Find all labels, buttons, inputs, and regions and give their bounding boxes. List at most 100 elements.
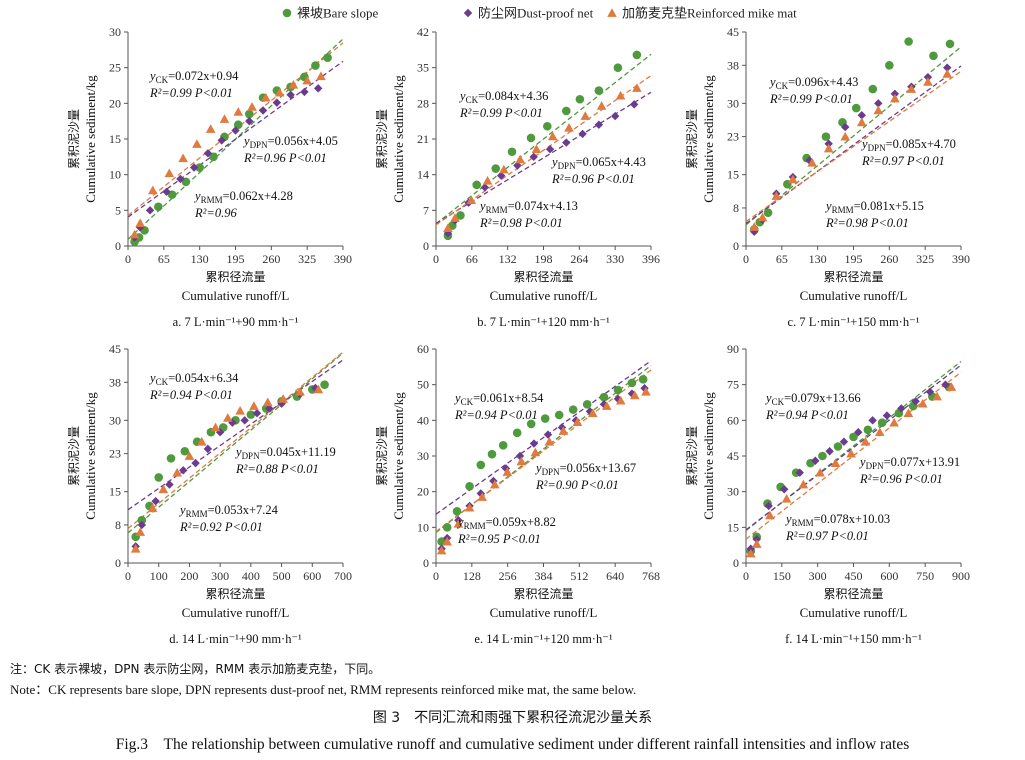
y-tick-label: 10 bbox=[417, 520, 429, 534]
x-tick-label: 390 bbox=[952, 252, 970, 266]
data-point-rmm bbox=[846, 448, 856, 458]
y-tick-label: 0 bbox=[115, 239, 121, 253]
data-point-dpn bbox=[750, 227, 759, 236]
x-tick-label: 195 bbox=[227, 252, 245, 266]
data-point-rmm bbox=[889, 417, 899, 427]
data-point-rmm bbox=[130, 543, 141, 553]
r2-ck: R²=0.94 P<0.01 bbox=[765, 408, 849, 422]
x-tick-label: 66 bbox=[466, 252, 478, 266]
data-point-ck bbox=[137, 515, 147, 525]
data-point-rmm bbox=[184, 451, 195, 460]
x-tick-label: 65 bbox=[158, 252, 170, 266]
legend-marker-rmm bbox=[607, 8, 617, 17]
r2-rmm: R²=0.98 P<0.01 bbox=[479, 216, 563, 230]
data-point-ck bbox=[582, 399, 592, 409]
equation-rmm: yRMM=0.081x+5.15 bbox=[824, 199, 924, 215]
r2-rmm: R²=0.96 bbox=[194, 206, 237, 220]
data-point-ck bbox=[452, 506, 462, 516]
data-point-rmm bbox=[903, 408, 914, 418]
y-tick-label: 30 bbox=[727, 485, 739, 499]
data-point-rmm bbox=[942, 69, 953, 78]
data-point-rmm bbox=[874, 427, 885, 437]
y-axis-title-cn: 累积泥沙量 bbox=[375, 109, 389, 169]
trendline-dpn bbox=[745, 65, 962, 225]
data-point-rmm bbox=[466, 195, 477, 204]
data-point-dpn bbox=[780, 485, 789, 494]
equation-rmm: yRMM=0.062x+4.28 bbox=[193, 189, 293, 205]
data-point-ck bbox=[763, 208, 773, 218]
data-point-rmm bbox=[316, 71, 326, 81]
data-point-ck bbox=[512, 428, 522, 438]
data-point-dpn bbox=[231, 126, 240, 135]
data-point-dpn bbox=[203, 444, 213, 454]
data-point-ck bbox=[154, 202, 163, 212]
data-point-rmm bbox=[129, 229, 140, 239]
data-point-ck bbox=[526, 419, 536, 429]
data-point-rmm bbox=[436, 545, 447, 555]
data-point-ck bbox=[244, 109, 254, 119]
data-point-rmm bbox=[262, 397, 273, 407]
data-point-dpn bbox=[217, 136, 226, 145]
trendline-rmm bbox=[745, 70, 962, 223]
y-tick-label: 23 bbox=[727, 130, 739, 144]
data-point-rmm bbox=[164, 168, 175, 178]
data-point-ck bbox=[526, 133, 536, 143]
y-tick-label: 75 bbox=[727, 378, 739, 392]
equation-dpn: yDPN=0.056x+13.67 bbox=[534, 461, 636, 477]
data-point-rmm bbox=[788, 174, 798, 184]
equation-dpn: yDPN=0.056x+4.05 bbox=[242, 134, 338, 150]
data-point-rmm bbox=[745, 548, 756, 558]
x-tick-label: 384 bbox=[535, 569, 553, 583]
panel-subtitle: e. 14 L·min⁻¹+120 mm·h⁻¹ bbox=[474, 632, 612, 646]
equation-ck: yCK=0.054x+6.34 bbox=[148, 371, 239, 387]
x-tick-label: 195 bbox=[845, 252, 863, 266]
x-axis-title-en: Cumulative runoff/L bbox=[800, 288, 908, 303]
r2-ck: R²=0.94 P<0.01 bbox=[149, 388, 233, 402]
x-tick-label: 130 bbox=[191, 252, 209, 266]
r2-ck: R²=0.99 P<0.01 bbox=[459, 106, 543, 120]
y-tick-label: 15 bbox=[727, 520, 739, 534]
data-point-rmm bbox=[148, 185, 158, 195]
data-point-rmm bbox=[233, 107, 244, 116]
data-point-rmm bbox=[205, 124, 216, 133]
data-point-rmm bbox=[515, 154, 525, 164]
x-tick-label: 768 bbox=[642, 569, 660, 583]
r2-rmm: R²=0.97 P<0.01 bbox=[785, 529, 869, 543]
data-point-rmm bbox=[249, 401, 259, 410]
data-point-dpn bbox=[857, 111, 866, 120]
y-tick-label: 8 bbox=[115, 518, 121, 532]
data-point-ck bbox=[487, 449, 497, 459]
data-point-rmm bbox=[135, 527, 146, 536]
data-point-dpn bbox=[613, 394, 623, 404]
y-tick-label: 7 bbox=[423, 203, 429, 217]
data-point-rmm bbox=[601, 401, 612, 410]
data-point-ck bbox=[507, 147, 517, 157]
data-point-ck bbox=[246, 410, 256, 419]
data-point-rmm bbox=[235, 406, 245, 415]
y-tick-label: 10 bbox=[109, 168, 121, 182]
data-point-ck bbox=[904, 37, 913, 46]
y-tick-label: 28 bbox=[417, 96, 429, 110]
y-tick-label: 42 bbox=[417, 25, 429, 39]
data-point-dpn bbox=[165, 480, 174, 489]
x-tick-label: 450 bbox=[845, 569, 863, 583]
y-tick-label: 15 bbox=[109, 132, 121, 146]
equation-dpn: yDPN=0.077x+13.91 bbox=[858, 455, 960, 471]
data-point-dpn bbox=[941, 380, 950, 389]
x-tick-label: 128 bbox=[463, 569, 481, 583]
x-axis-title-en: Cumulative runoff/L bbox=[182, 288, 290, 303]
equation-ck: yCK=0.096x+4.43 bbox=[768, 75, 858, 91]
data-point-dpn bbox=[854, 428, 863, 437]
y-tick-label: 30 bbox=[109, 413, 121, 427]
y-axis-title-cn: 累积泥沙量 bbox=[67, 426, 81, 486]
data-point-dpn bbox=[897, 404, 906, 413]
data-point-ck bbox=[929, 51, 938, 61]
data-point-ck bbox=[613, 63, 623, 72]
data-point-ck bbox=[491, 164, 501, 173]
x-axis-title-en: Cumulative runoff/L bbox=[490, 288, 598, 303]
r2-dpn: R²=0.96 P<0.01 bbox=[859, 472, 943, 486]
figure-note-cn: 注：CK 表示裸坡，DPN 表示防尘网，RMM 表示加筋麦克垫，下同。 bbox=[10, 662, 381, 676]
x-tick-label: 0 bbox=[433, 569, 439, 583]
x-tick-label: 0 bbox=[433, 252, 439, 266]
panel-subtitle: d. 14 L·min⁻¹+90 mm·h⁻¹ bbox=[169, 632, 302, 646]
